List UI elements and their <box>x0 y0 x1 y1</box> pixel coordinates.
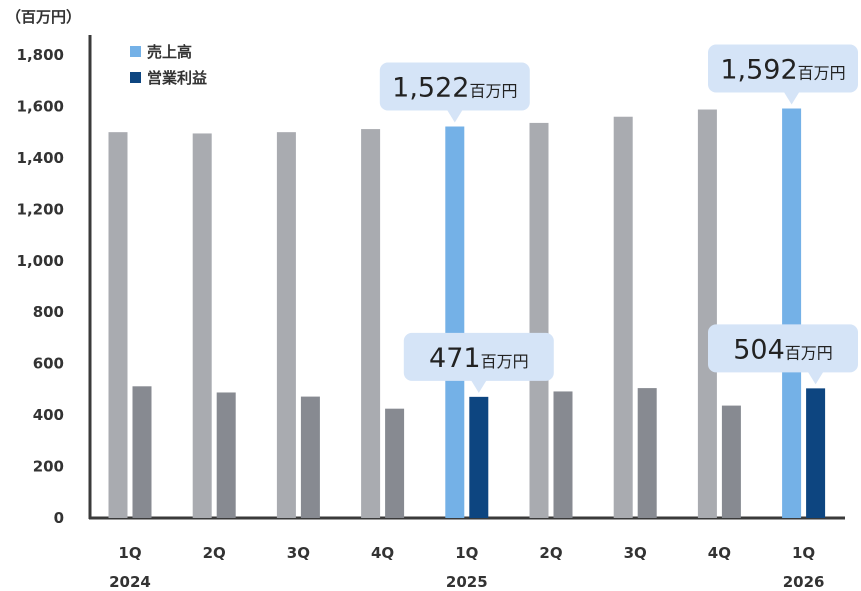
operating-profit-bar <box>806 388 826 518</box>
x-tick-label: 1Q <box>455 544 478 562</box>
y-tick-label: 600 <box>33 355 64 373</box>
legend-item-sales: 売上高 <box>130 38 207 64</box>
legend-label-sales: 売上高 <box>147 42 193 61</box>
callout-box <box>708 44 858 93</box>
x-tick-label: 2Q <box>539 544 562 562</box>
y-tick-label: 0 <box>54 509 64 527</box>
legend-label-operating-profit: 営業利益 <box>147 68 208 87</box>
value-callout: 471百万円 <box>403 332 554 393</box>
x-tick-label: 1Q <box>792 544 815 562</box>
y-tick-label: 1,000 <box>17 252 64 270</box>
sales-bar <box>276 132 296 518</box>
callout-pointer <box>783 91 800 105</box>
year-label: 2024 <box>109 573 151 591</box>
x-tick-label: 3Q <box>624 544 647 562</box>
y-tick-label: 400 <box>33 406 64 424</box>
callout-value: 1,592百万円 <box>720 55 845 86</box>
callout-value: 504百万円 <box>733 334 833 365</box>
x-tick-label: 4Q <box>708 544 731 562</box>
unit-label: （百万円） <box>6 8 82 26</box>
x-tick-label: 3Q <box>287 544 310 562</box>
year-label: 2026 <box>783 573 825 591</box>
callout-value: 1,522百万円 <box>392 73 517 104</box>
callout-box <box>708 324 858 373</box>
y-tick-label: 1,800 <box>17 46 64 64</box>
operating-profit-bar <box>637 388 657 518</box>
y-tick-label: 1,400 <box>17 149 64 167</box>
operating-profit-bar <box>469 396 489 518</box>
callout-pointer <box>446 109 463 123</box>
callout-box <box>403 332 554 381</box>
x-tick-label: 4Q <box>371 544 394 562</box>
sales-bar <box>613 116 633 518</box>
operating-profit-bar <box>385 408 405 518</box>
sales-bar <box>529 122 549 518</box>
sales-bar <box>697 109 717 518</box>
y-tick-label: 800 <box>33 303 64 321</box>
operating-profit-bar <box>300 396 320 518</box>
legend-swatch-sales <box>130 45 141 57</box>
callout-box <box>379 62 530 111</box>
value-callout: 1,592百万円 <box>708 44 858 105</box>
y-tick-label: 1,200 <box>17 200 64 218</box>
operating-profit-bar <box>132 386 152 518</box>
legend: 売上高 営業利益 <box>130 38 207 90</box>
operating-profit-bar <box>721 405 741 518</box>
sales-bar <box>445 126 465 518</box>
legend-swatch-operating-profit <box>130 71 141 83</box>
value-callout: 1,522百万円 <box>379 62 530 123</box>
x-tick-label: 1Q <box>118 544 141 562</box>
sales-bar <box>361 129 381 518</box>
operating-profit-bar <box>216 392 236 518</box>
x-tick-label: 2Q <box>203 544 226 562</box>
sales-bar <box>108 132 128 518</box>
legend-item-operating-profit: 営業利益 <box>130 64 207 90</box>
callout-pointer <box>807 371 824 385</box>
callout-value: 471百万円 <box>429 343 529 374</box>
y-tick-label: 1,600 <box>17 97 64 115</box>
value-callout: 504百万円 <box>708 324 858 385</box>
sales-bar <box>782 108 802 518</box>
operating-profit-bar <box>553 391 573 518</box>
sales-bar <box>192 133 212 519</box>
callout-pointer <box>470 379 487 393</box>
y-tick-label: 200 <box>33 458 64 476</box>
year-label: 2025 <box>446 573 488 591</box>
